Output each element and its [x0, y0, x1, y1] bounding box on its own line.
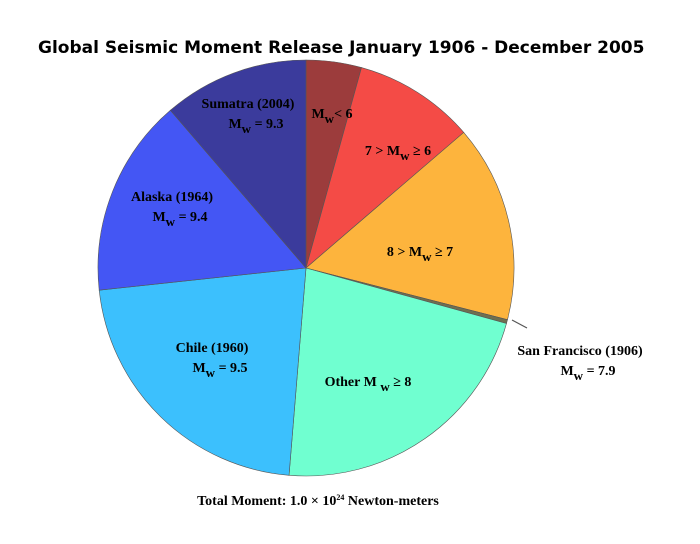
- slice-label: Other M w ≥ 8: [325, 375, 412, 394]
- slice-label: Mw = 7.9: [560, 364, 615, 383]
- slice-label: 8 > Mw ≥ 7: [387, 245, 453, 264]
- slice-label: Mw = 9.4: [152, 210, 207, 229]
- pie-slice: [305, 131, 515, 321]
- label-rest: ≥ 7: [431, 245, 453, 260]
- label-symbol: M: [560, 364, 573, 379]
- footnote-text: Total Moment: 1.0 × 10: [197, 494, 336, 509]
- label-rest: ≥ 8: [390, 375, 412, 390]
- label-symbol: M: [311, 107, 324, 122]
- label-rest: ≥ 6: [409, 144, 431, 159]
- pie-slice: [169, 59, 307, 269]
- label-subscript: w: [325, 111, 335, 126]
- label-prefix: 7 >: [365, 144, 387, 159]
- pie-slice: [305, 67, 465, 269]
- label-subscript: w: [574, 368, 584, 383]
- slice-label-title: San Francisco (1906): [517, 344, 643, 359]
- footnote-exponent: 24: [336, 493, 344, 502]
- label-rest: = 9.5: [215, 361, 247, 376]
- label-subscript: w: [380, 379, 390, 394]
- chart-title: Global Seismic Moment Release January 19…: [38, 38, 644, 58]
- label-symbol: M: [387, 144, 400, 159]
- label-symbol: M: [409, 245, 422, 260]
- pie-slice: [97, 109, 307, 291]
- label-rest: = 9.3: [251, 117, 283, 132]
- footnote: Total Moment: 1.0 × 1024 Newton-meters: [197, 493, 439, 509]
- label-subscript: w: [166, 214, 176, 229]
- label-rest: < 6: [334, 107, 352, 122]
- pie-slice: [98, 267, 307, 476]
- slice-label-title: Sumatra (2004): [202, 97, 295, 112]
- label-rest: = 9.4: [175, 210, 207, 225]
- label-subscript: w: [206, 365, 216, 380]
- slice-label: Mw = 9.3: [228, 117, 283, 136]
- pie-slice: [288, 267, 507, 477]
- slice-label: 7 > Mw ≥ 6: [365, 144, 431, 163]
- label-prefix: Other M: [325, 375, 381, 390]
- label-subscript: w: [422, 249, 432, 264]
- label-subscript: w: [400, 148, 410, 163]
- label-rest: = 7.9: [583, 364, 615, 379]
- label-prefix: 8 >: [387, 245, 409, 260]
- slice-label: Mw = 9.5: [192, 361, 247, 380]
- footnote-unit: Newton-meters: [344, 494, 439, 509]
- label-symbol: M: [228, 117, 241, 132]
- leader-line: [511, 319, 528, 329]
- label-symbol: M: [152, 210, 165, 225]
- slice-label-title: Alaska (1964): [131, 190, 213, 205]
- slice-label-title: Chile (1960): [176, 341, 249, 356]
- label-symbol: M: [192, 361, 205, 376]
- label-subscript: w: [242, 121, 252, 136]
- slice-label: Mw< 6: [311, 107, 352, 126]
